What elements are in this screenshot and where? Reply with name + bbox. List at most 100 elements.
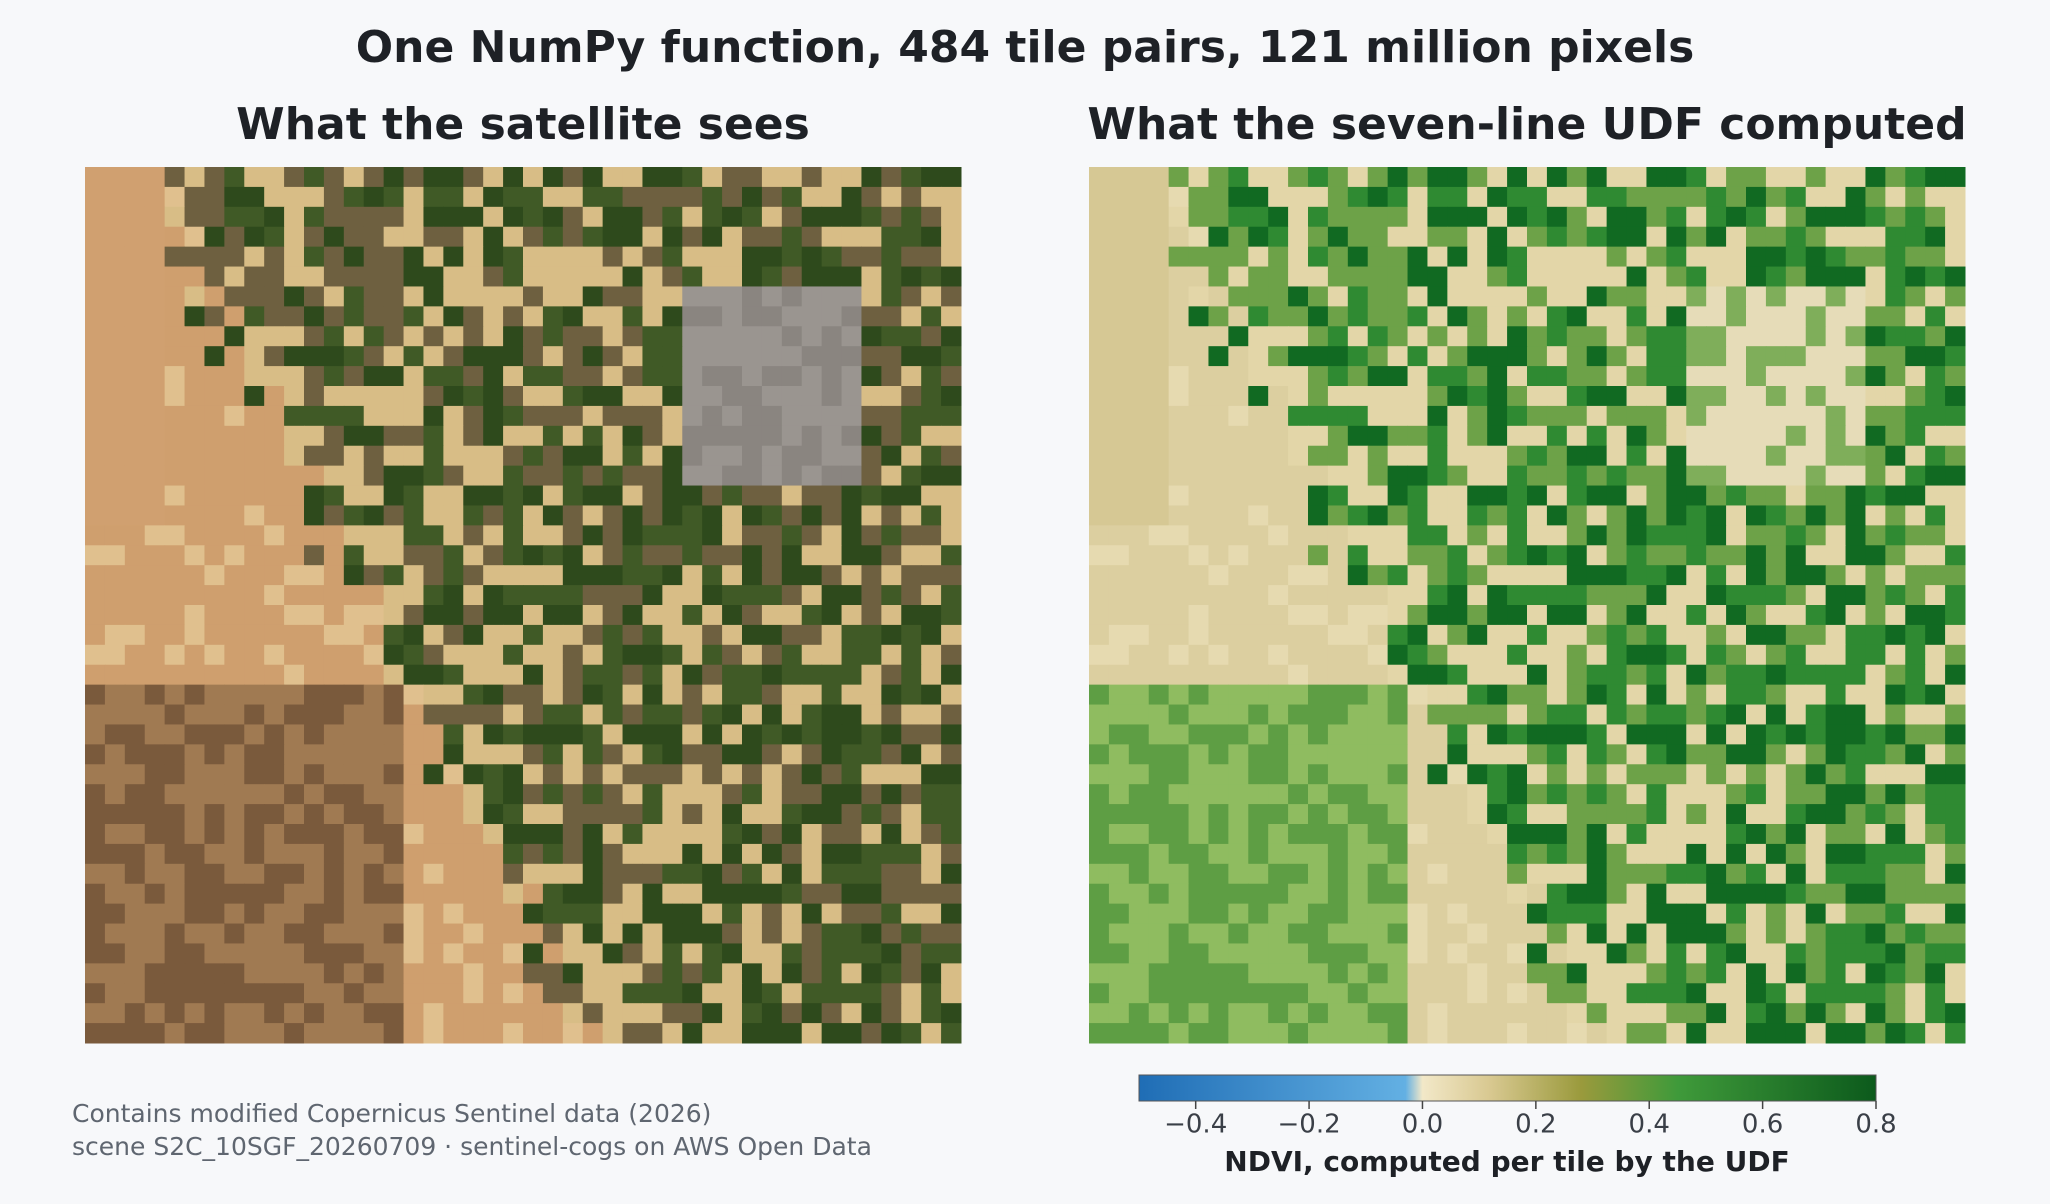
image-pixel (284, 943, 305, 964)
image-pixel (881, 246, 902, 268)
image-pixel (423, 226, 444, 248)
image-pixel (1606, 624, 1628, 646)
image-pixel (1885, 585, 1906, 606)
image-pixel (1268, 405, 1289, 427)
image-pixel (184, 684, 205, 706)
image-pixel (1825, 624, 1847, 646)
image-pixel (403, 465, 424, 487)
image-pixel (443, 1023, 464, 1044)
image-pixel (921, 923, 942, 944)
image-pixel (144, 963, 166, 984)
image-pixel (1905, 943, 1926, 964)
image-pixel (582, 286, 604, 307)
image-pixel (523, 605, 544, 626)
image-pixel (1487, 724, 1508, 745)
image-pixel (1626, 804, 1647, 825)
image-pixel (1925, 963, 1946, 984)
credit-note: Contains modified Copernicus Sentinel da… (72, 1099, 711, 1128)
image-pixel (204, 485, 225, 506)
image-pixel (1746, 585, 1767, 606)
image-pixel (1407, 505, 1428, 526)
image-pixel (443, 863, 464, 885)
image-pixel (1566, 883, 1588, 905)
image-pixel (383, 405, 405, 427)
image-pixel (1507, 286, 1528, 307)
image-pixel (1367, 784, 1389, 805)
image-pixel (1527, 624, 1548, 646)
image-pixel (264, 883, 285, 905)
image-pixel (821, 605, 843, 626)
image-pixel (582, 226, 604, 248)
image-pixel (124, 883, 146, 905)
image-pixel (184, 565, 205, 586)
image-pixel (1646, 366, 1667, 387)
image-pixel (1188, 684, 1209, 706)
image-pixel (1268, 684, 1289, 706)
image-pixel (742, 186, 763, 208)
image-pixel (1407, 704, 1428, 725)
image-pixel (662, 246, 683, 268)
image-pixel (383, 684, 405, 706)
image-pixel (1387, 366, 1409, 387)
image-pixel (1785, 724, 1807, 745)
image-pixel (204, 764, 225, 785)
image-pixel (1089, 744, 1110, 765)
image-pixel (264, 366, 285, 387)
image-pixel (1228, 624, 1249, 646)
image-pixel (1288, 605, 1309, 626)
image-pixel (1606, 605, 1628, 626)
image-pixel (124, 585, 146, 606)
image-pixel (1387, 1003, 1409, 1024)
image-pixel (1208, 843, 1229, 865)
image-pixel (1487, 605, 1508, 626)
image-pixel (1765, 585, 1787, 606)
image-pixel (403, 624, 424, 646)
image-pixel (1327, 186, 1349, 208)
image-pixel (1606, 724, 1628, 745)
image-pixel (1686, 624, 1707, 646)
image-pixel (1845, 1003, 1866, 1024)
image-pixel (1467, 863, 1488, 885)
image-pixel (1905, 246, 1926, 268)
image-pixel (562, 784, 584, 805)
image-pixel (1447, 306, 1468, 327)
image-pixel (1108, 883, 1130, 905)
image-pixel (1845, 167, 1866, 188)
image-pixel (761, 724, 783, 745)
image-pixel (1327, 366, 1349, 387)
image-pixel (1168, 1023, 1190, 1044)
image-pixel (1487, 903, 1508, 925)
image-pixel (523, 624, 544, 646)
image-pixel (1706, 485, 1727, 506)
image-pixel (1527, 605, 1548, 626)
image-pixel (423, 644, 444, 666)
image-pixel (1885, 545, 1906, 566)
image-pixel (1208, 664, 1229, 686)
image-pixel (1327, 863, 1349, 885)
image-pixel (1845, 206, 1866, 228)
image-pixel (184, 764, 205, 785)
image-pixel (1367, 266, 1389, 287)
image-pixel (304, 485, 325, 506)
image-pixel (1507, 565, 1528, 586)
image-pixel (264, 624, 285, 646)
image-pixel (1706, 943, 1727, 964)
image-pixel (1407, 226, 1428, 248)
image-pixel (443, 624, 464, 646)
image-pixel (1208, 246, 1229, 268)
image-pixel (1487, 983, 1508, 1004)
image-pixel (821, 306, 843, 327)
image-pixel (781, 366, 803, 387)
image-pixel (184, 585, 205, 606)
image-pixel (1387, 525, 1409, 546)
image-pixel (1805, 843, 1827, 865)
image-pixel (1765, 923, 1787, 944)
image-pixel (622, 923, 643, 944)
image-pixel (1825, 405, 1847, 427)
image-pixel (1726, 505, 1747, 526)
image-pixel (1726, 784, 1747, 805)
image-pixel (781, 585, 803, 606)
image-pixel (622, 545, 643, 566)
image-pixel (1706, 903, 1727, 925)
image-pixel (761, 684, 783, 706)
